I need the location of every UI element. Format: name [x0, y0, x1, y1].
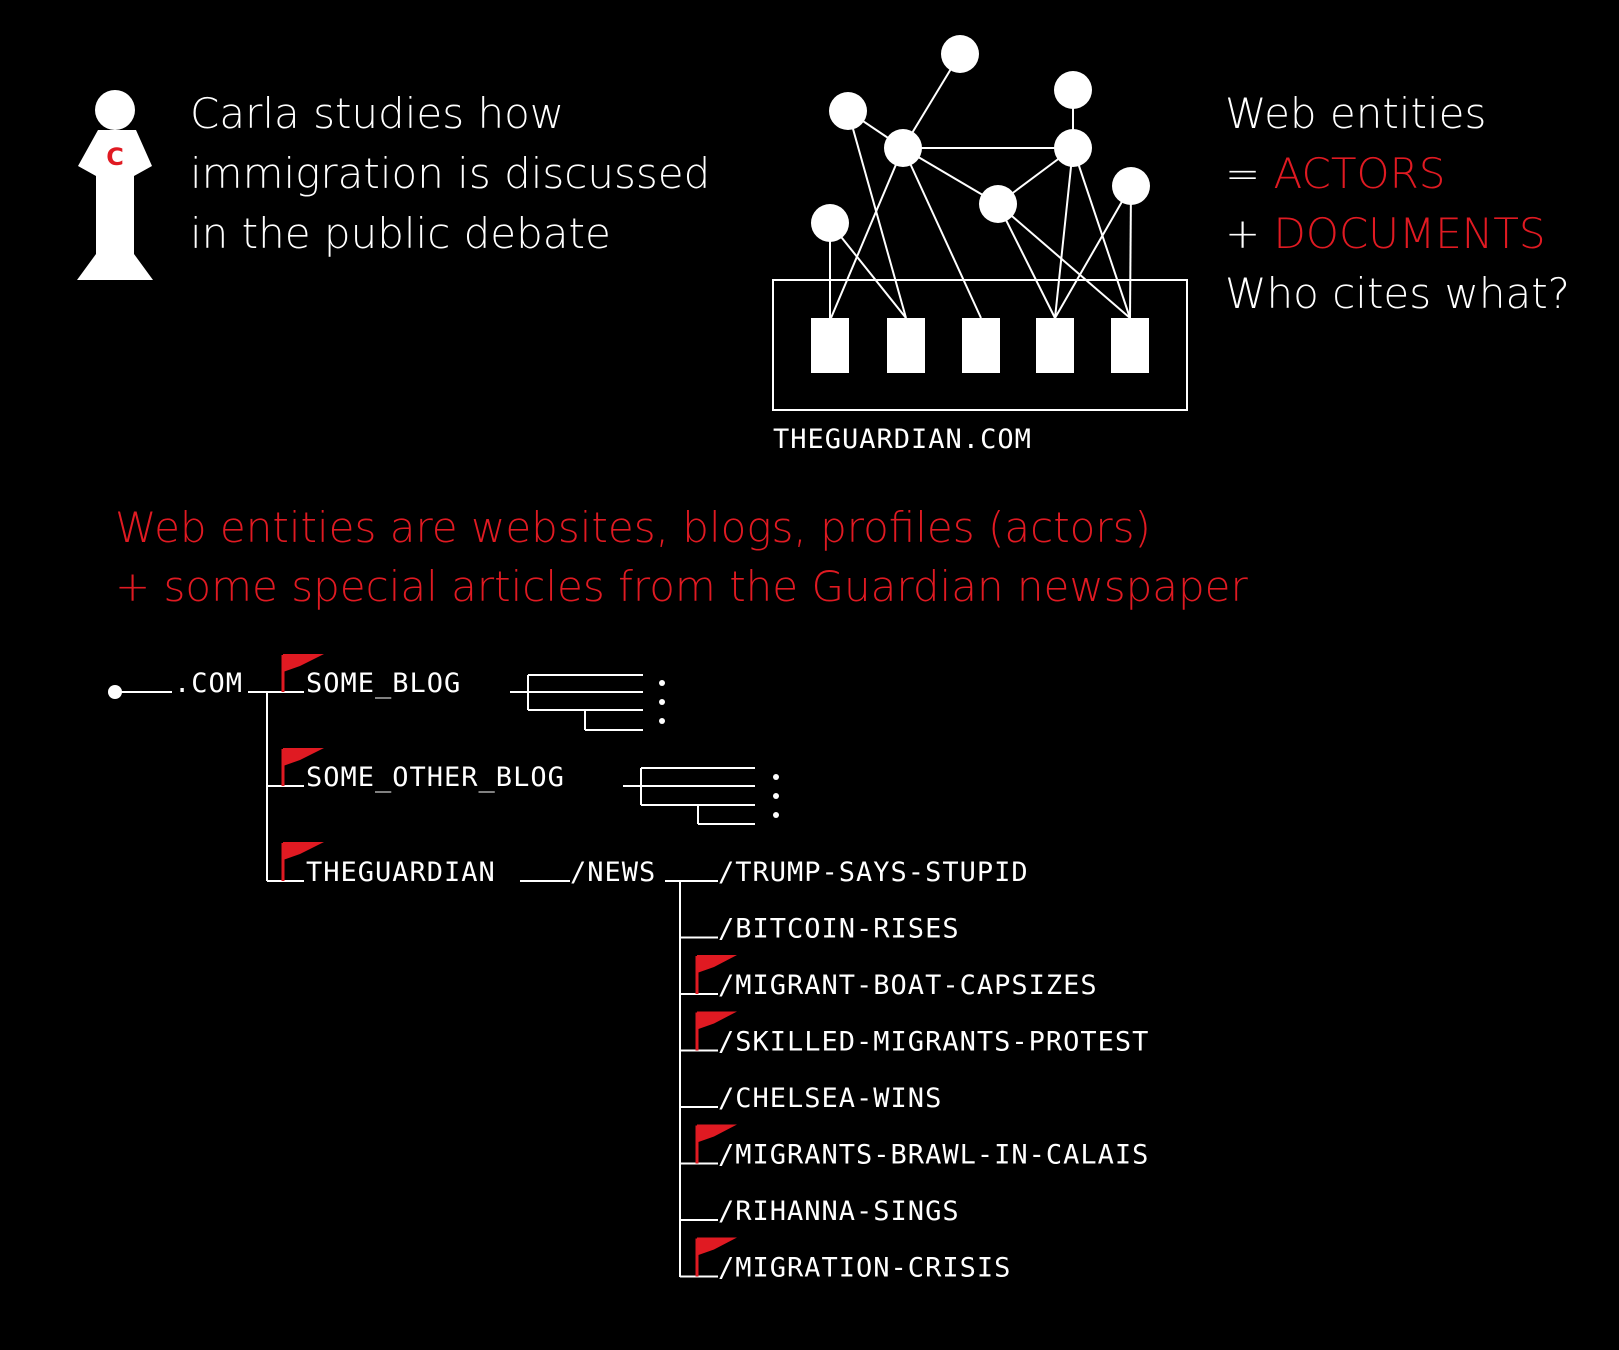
legend-actors-label: ACTORS [1274, 149, 1446, 198]
other-blog-subtree [640, 767, 755, 825]
article-row: /SKILLED-MIGRANTS-PROTEST [680, 1011, 1149, 1058]
definition-line-2: + some special articles from the Guardia… [115, 562, 1249, 611]
legend-line-3-prefix: + [1225, 209, 1274, 258]
article-label: /MIGRANTS-BRAWL-IN-CALAIS [718, 1140, 1149, 1171]
network-edges [829, 53, 1132, 319]
document-page [1111, 318, 1149, 373]
url-tree: .COM SOME_BLOG SOME_OTHER_BLOG THEGUARDI… [108, 654, 1149, 1284]
legend-line-4: Who cites what? [1225, 269, 1570, 318]
tree-root-label: .COM [174, 668, 243, 699]
tree-lines [115, 691, 718, 1277]
flag-icon [695, 1011, 737, 1051]
network-edge [847, 110, 907, 319]
network-nodes [811, 35, 1150, 242]
blog-subtree [527, 674, 643, 731]
network-edge [997, 203, 1056, 319]
tree-root-dot [108, 685, 122, 699]
network-node [884, 129, 922, 167]
article-label: /TRUMP-SAYS-STUPID [718, 857, 1029, 888]
legend: Web entities = ACTORS + DOCUMENTS Who ci… [1225, 89, 1570, 318]
network-edge [902, 147, 982, 319]
article-label: /MIGRATION-CRISIS [718, 1253, 1011, 1284]
article-row: /TRUMP-SAYS-STUPID [718, 857, 1029, 888]
document-page [962, 318, 1000, 373]
persona-head [95, 90, 135, 130]
flag-icon [695, 1124, 737, 1164]
flag-icon [281, 654, 324, 692]
network-diagram: THEGUARDIAN.COM [772, 35, 1188, 455]
article-label: /CHELSEA-WINS [718, 1083, 942, 1114]
network-edge [829, 222, 907, 319]
document-page [811, 318, 849, 373]
article-row: /CHELSEA-WINS [680, 1083, 942, 1114]
network-edge [1072, 147, 1131, 319]
ellipsis-dot [773, 812, 779, 818]
article-list: /TRUMP-SAYS-STUPID/BITCOIN-RISES/MIGRANT… [680, 857, 1149, 1284]
site-label: THEGUARDIAN.COM [773, 424, 1032, 455]
persona-caption-line-2: immigration is discussed [190, 149, 710, 198]
flag-icon [281, 842, 324, 881]
branch-label: SOME_OTHER_BLOG [306, 762, 565, 793]
persona-caption: Carla studies how immigration is discuss… [190, 89, 710, 258]
tree-labels: .COM SOME_BLOG SOME_OTHER_BLOG THEGUARDI… [174, 668, 656, 888]
network-node [1054, 71, 1092, 109]
branch-label: SOME_BLOG [306, 668, 461, 699]
persona-caption-line-1: Carla studies how [190, 89, 564, 138]
network-edge [1054, 185, 1132, 319]
network-edge [1054, 147, 1074, 319]
blog-subtree-ellipsis [659, 680, 665, 724]
flag-icon [695, 1237, 737, 1277]
branch-flags [281, 654, 324, 881]
ellipsis-dot [659, 718, 665, 724]
article-label: /SKILLED-MIGRANTS-PROTEST [718, 1027, 1149, 1058]
network-edge [830, 147, 904, 319]
network-node [829, 92, 867, 130]
persona-body [77, 130, 153, 280]
document-pages [811, 318, 1149, 373]
legend-line-2: = ACTORS [1225, 149, 1445, 198]
article-label: /BITCOIN-RISES [718, 914, 960, 945]
network-edge [1129, 185, 1132, 319]
branch-label: THEGUARDIAN [306, 857, 496, 888]
ellipsis-dot [773, 774, 779, 780]
article-row: /MIGRATION-CRISIS [680, 1237, 1011, 1284]
persona-caption-line-3: in the public debate [190, 209, 611, 258]
flag-icon [695, 955, 737, 994]
network-node [979, 185, 1017, 223]
network-node [1112, 167, 1150, 205]
article-row: /BITCOIN-RISES [680, 914, 960, 945]
legend-line-2-prefix: = [1225, 149, 1274, 198]
ellipsis-dot [659, 699, 665, 705]
news-label: /NEWS [570, 857, 656, 888]
legend-documents-label: DOCUMENTS [1274, 209, 1546, 258]
article-row: /MIGRANT-BOAT-CAPSIZES [680, 955, 1098, 1001]
flag-icon [281, 748, 324, 786]
persona-badge-letter: C [106, 143, 124, 171]
network-edge [997, 203, 1131, 319]
ellipsis-dot [773, 793, 779, 799]
article-row: /MIGRANTS-BRAWL-IN-CALAIS [680, 1124, 1149, 1171]
network-node [941, 35, 979, 73]
document-page [1036, 318, 1074, 373]
article-row: /RIHANNA-SINGS [680, 1196, 960, 1227]
document-page [887, 318, 925, 373]
article-label: /RIHANNA-SINGS [718, 1196, 960, 1227]
persona-figure: C [77, 90, 153, 280]
article-label: /MIGRANT-BOAT-CAPSIZES [718, 970, 1098, 1001]
site-container-box [772, 279, 1188, 411]
definition-line-1: Web entities are websites, blogs, profil… [115, 503, 1151, 552]
network-node [1054, 129, 1092, 167]
other-blog-subtree-ellipsis [773, 774, 779, 818]
legend-line-3: + DOCUMENTS [1225, 209, 1546, 258]
network-node [811, 204, 849, 242]
definition: Web entities are websites, blogs, profil… [115, 503, 1249, 611]
legend-line-1: Web entities [1225, 89, 1486, 138]
ellipsis-dot [659, 680, 665, 686]
